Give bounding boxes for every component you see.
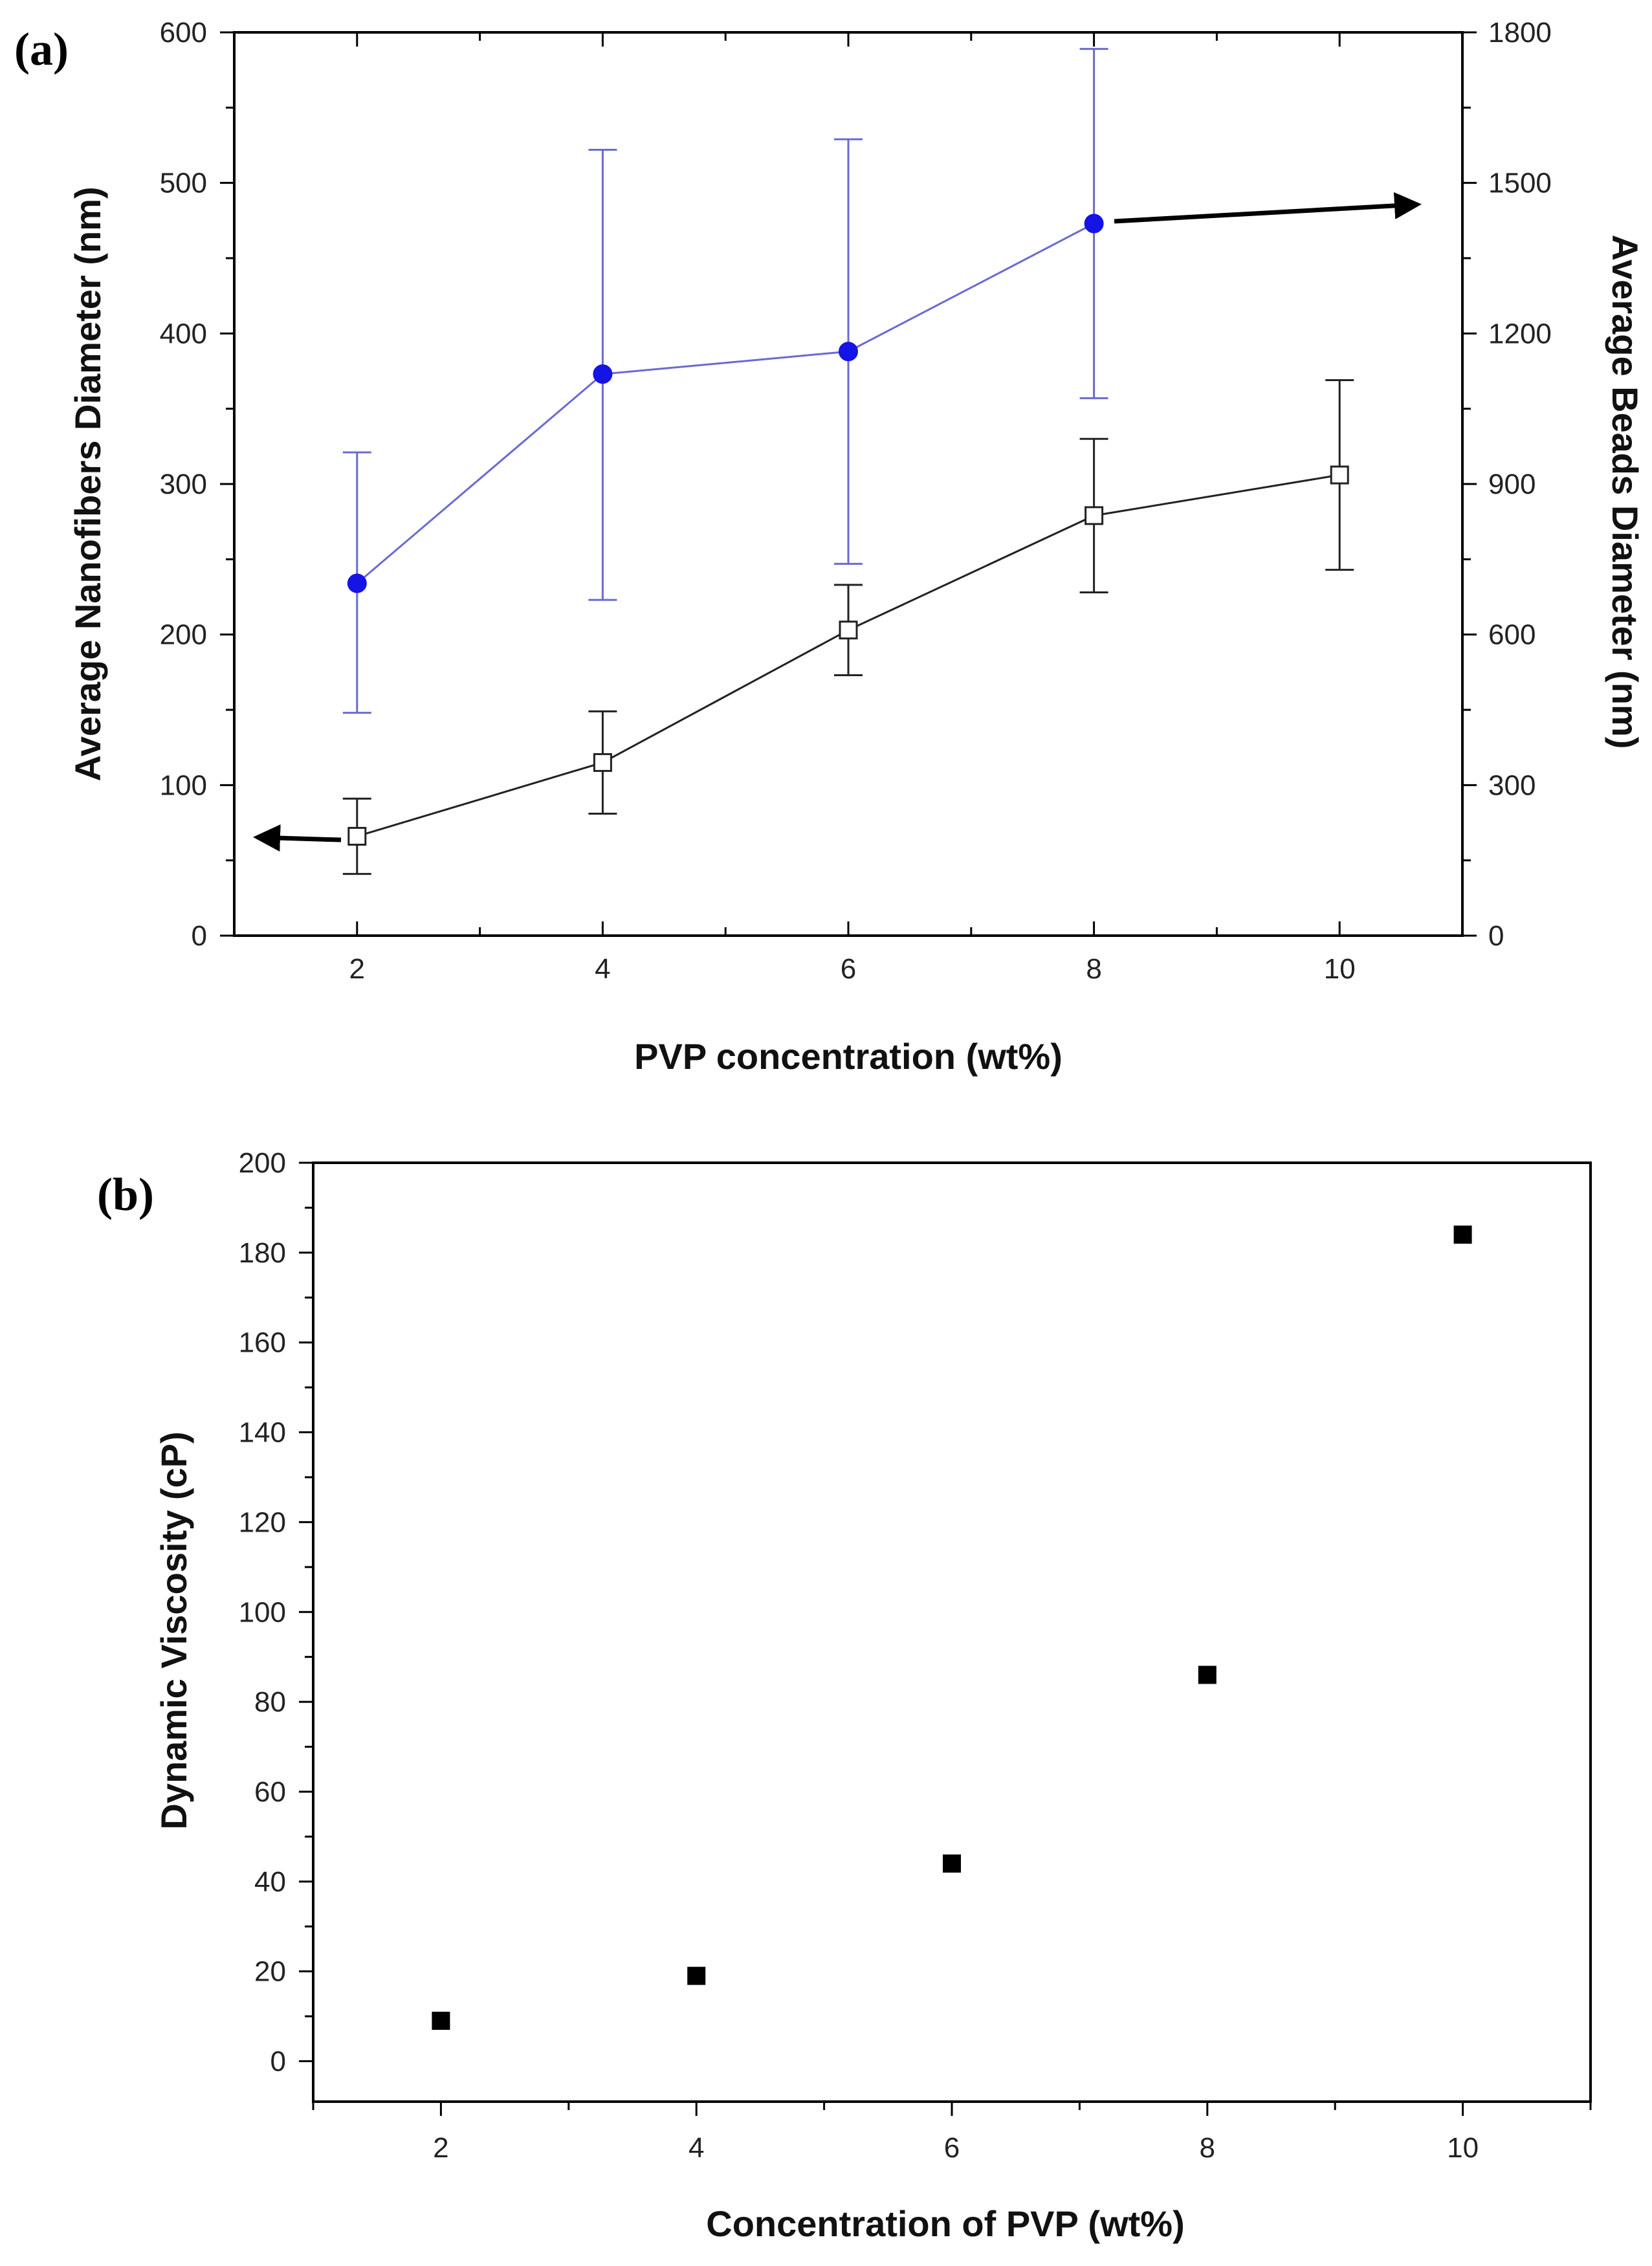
y-tick-label: 60 xyxy=(254,1776,286,1808)
x-tick-label: 4 xyxy=(688,2132,704,2164)
data-point xyxy=(347,826,367,846)
panel-a-x-axis-title: PVP concentration (wt%) xyxy=(634,1036,1063,1077)
y-tick-label: 160 xyxy=(239,1327,286,1359)
right-y-tick-label: 1500 xyxy=(1488,168,1552,199)
data-point xyxy=(839,621,858,640)
y-tick-label: 80 xyxy=(254,1686,286,1718)
x-tick-label: 8 xyxy=(1086,953,1101,985)
right-y-tick-label: 1800 xyxy=(1488,17,1552,49)
data-point xyxy=(839,342,858,362)
y-tick-label: 40 xyxy=(254,1866,286,1898)
x-tick-label: 10 xyxy=(1324,953,1356,985)
data-point xyxy=(593,753,612,772)
y-tick-label: 140 xyxy=(239,1417,286,1449)
data-point xyxy=(1085,506,1104,525)
data-point xyxy=(1330,465,1349,485)
series-dynamic-viscosity xyxy=(432,1226,1472,2030)
panel-b-y-axis-title: Dynamic Viscosity (cP) xyxy=(153,1431,194,1829)
y-tick-label: 180 xyxy=(239,1237,286,1269)
data-point xyxy=(1198,1666,1217,1684)
panel-b-x-axis-title: Concentration of PVP (wt%) xyxy=(706,2203,1184,2244)
right-y-tick-label: 900 xyxy=(1488,468,1536,500)
panel-a-label: (a) xyxy=(14,23,69,75)
left-y-tick-label: 300 xyxy=(160,468,207,500)
y-tick-label: 20 xyxy=(254,1956,286,1988)
data-point xyxy=(593,364,613,384)
right-y-tick-label: 1200 xyxy=(1488,318,1552,349)
y-tick-label: 0 xyxy=(270,2046,286,2078)
data-point xyxy=(1084,214,1104,234)
panel-b-plot-frame xyxy=(312,1161,1592,2103)
series-average-nanofibers-diameter xyxy=(342,379,1354,875)
left-y-tick-label: 100 xyxy=(160,769,207,801)
x-tick-label: 4 xyxy=(595,953,610,985)
x-tick-label: 2 xyxy=(349,953,365,985)
panel-a-left-axis-title: Average Nanofibers Diameter (nm) xyxy=(67,186,108,781)
series-line xyxy=(356,223,1095,584)
right-y-tick-label: 300 xyxy=(1488,769,1536,801)
nanofibers-axis-arrow xyxy=(253,824,342,852)
y-tick-label: 200 xyxy=(239,1147,286,1179)
data-point xyxy=(687,1966,706,1985)
right-y-tick-label: 600 xyxy=(1488,619,1536,651)
panel-a-right-axis-title: Average Beads Diameter (nm) xyxy=(1605,235,1646,749)
data-point xyxy=(432,2012,450,2030)
x-tick-label: 8 xyxy=(1200,2132,1215,2164)
beads-axis-arrow xyxy=(1114,192,1422,224)
x-tick-label: 6 xyxy=(944,2132,960,2164)
series-average-beads-diameter xyxy=(342,48,1108,714)
left-y-tick-label: 500 xyxy=(160,168,207,199)
left-y-tick-label: 200 xyxy=(160,619,207,651)
x-tick-label: 6 xyxy=(841,953,856,985)
y-tick-label: 100 xyxy=(239,1596,286,1628)
right-y-tick-label: 0 xyxy=(1488,920,1504,952)
left-y-tick-label: 600 xyxy=(160,17,207,49)
x-tick-label: 10 xyxy=(1447,2132,1479,2164)
data-point xyxy=(347,573,367,593)
left-y-tick-label: 0 xyxy=(192,920,207,952)
left-y-tick-label: 400 xyxy=(160,318,207,349)
panel-b-label: (b) xyxy=(97,1169,154,1220)
data-point xyxy=(1453,1226,1472,1244)
panel-a-chart: (a) 2 4 6 8 10010020030040050060003006009001… xyxy=(14,17,1646,1077)
y-tick-label: 120 xyxy=(239,1506,286,1538)
x-tick-label: 2 xyxy=(433,2132,448,2164)
data-point xyxy=(943,1854,961,1873)
